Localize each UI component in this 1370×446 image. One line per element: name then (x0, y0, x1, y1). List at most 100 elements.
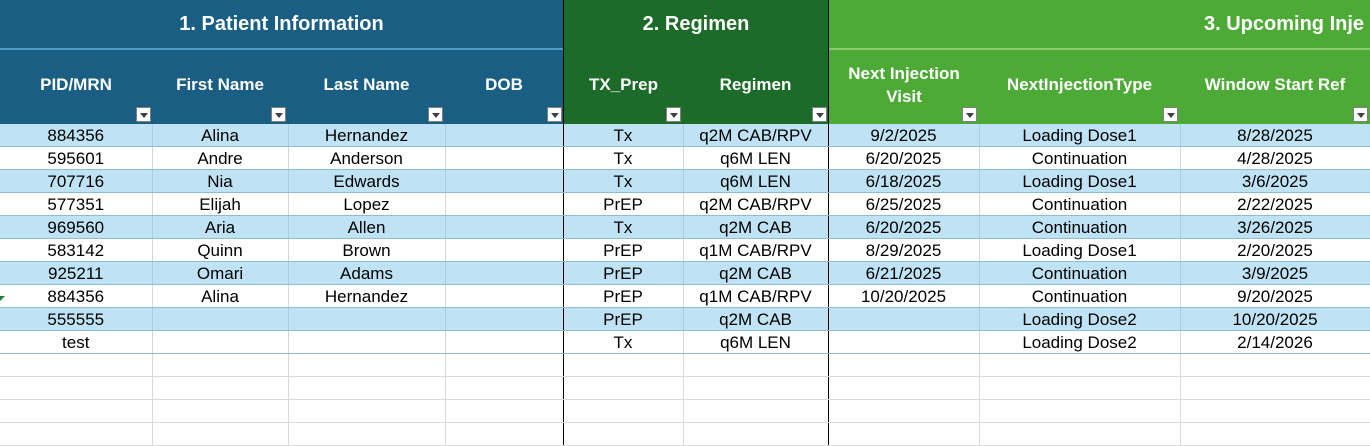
filter-dropdown-regimen[interactable] (812, 107, 827, 122)
cell-next-injection-visit[interactable] (828, 330, 980, 354)
cell-dob[interactable] (445, 238, 564, 262)
cell-next-injection-type[interactable] (979, 376, 1181, 400)
cell-window-start-ref[interactable]: 3/26/2025 (1180, 215, 1370, 239)
cell-next-injection-visit[interactable]: 10/20/2025 (828, 284, 980, 308)
column-header-last-name[interactable]: Last Name (323, 75, 410, 94)
cell-next-injection-type[interactable]: Loading Dose1 (979, 169, 1181, 193)
cell-next-injection-type[interactable]: Continuation (979, 146, 1181, 170)
cell-first-name[interactable] (152, 422, 289, 446)
column-header-first-name[interactable]: First Name (176, 75, 264, 94)
cell-pid-mrn[interactable] (0, 422, 153, 446)
cell-next-injection-type[interactable]: Continuation (979, 192, 1181, 216)
cell-regimen[interactable] (683, 422, 829, 446)
cell-dob[interactable] (445, 124, 564, 147)
cell-regimen[interactable]: q6M LEN (683, 169, 829, 193)
filter-dropdown-first-name[interactable] (271, 107, 286, 122)
cell-first-name[interactable]: Elijah (152, 192, 289, 216)
column-header-next-injection-visit[interactable]: Next Injection Visit (848, 63, 960, 106)
cell-tx-prep[interactable] (563, 353, 684, 377)
cell-next-injection-type[interactable] (979, 399, 1181, 423)
cell-next-injection-type[interactable]: Continuation (979, 215, 1181, 239)
cell-window-start-ref[interactable]: 2/14/2026 (1180, 330, 1370, 354)
cell-regimen[interactable]: q1M CAB/RPV (683, 284, 829, 308)
column-header-tx-prep[interactable]: TX_Prep (589, 75, 658, 94)
filter-dropdown-window-start-ref[interactable] (1353, 107, 1368, 122)
cell-window-start-ref[interactable]: 2/20/2025 (1180, 238, 1370, 262)
cell-pid-mrn[interactable]: 583142 (0, 238, 153, 262)
cell-regimen[interactable] (683, 399, 829, 423)
cell-next-injection-visit[interactable] (828, 422, 980, 446)
cell-last-name[interactable]: Lopez (288, 192, 446, 216)
cell-first-name[interactable] (152, 330, 289, 354)
table-row[interactable] (0, 399, 1370, 423)
cell-pid-mrn[interactable]: 969560 (0, 215, 153, 239)
cell-tx-prep[interactable]: Tx (563, 169, 684, 193)
table-row[interactable]: 925211 Omari Adams PrEP q2M CAB 6/21/2025 Cont… (0, 261, 1370, 285)
column-header-next-injection-type[interactable]: NextInjectionType (1006, 75, 1153, 94)
cell-next-injection-visit[interactable] (828, 376, 980, 400)
cell-next-injection-visit[interactable]: 8/29/2025 (828, 238, 980, 262)
cell-tx-prep[interactable]: Tx (563, 330, 684, 354)
cell-window-start-ref[interactable]: 9/20/2025 (1180, 284, 1370, 308)
filter-dropdown-next-injection-visit[interactable] (962, 107, 977, 122)
cell-tx-prep[interactable]: PrEP (563, 238, 684, 262)
cell-next-injection-type[interactable]: Loading Dose1 (979, 238, 1181, 262)
cell-next-injection-type[interactable]: Continuation (979, 261, 1181, 285)
cell-first-name[interactable]: Omari (152, 261, 289, 285)
cell-last-name[interactable]: Edwards (288, 169, 446, 193)
cell-pid-mrn[interactable]: 925211 (0, 261, 153, 285)
cell-tx-prep[interactable]: PrEP (563, 261, 684, 285)
cell-next-injection-type[interactable] (979, 422, 1181, 446)
cell-dob[interactable] (445, 353, 564, 377)
cell-next-injection-visit[interactable] (828, 307, 980, 331)
table-row[interactable]: 595601 Andre Anderson Tx q6M LEN 6/20/2025 Con… (0, 146, 1370, 170)
cell-dob[interactable] (445, 169, 564, 193)
cell-pid-mrn[interactable]: test (0, 330, 153, 354)
cell-pid-mrn[interactable] (0, 353, 153, 377)
cell-window-start-ref[interactable]: 3/9/2025 (1180, 261, 1370, 285)
cell-next-injection-visit[interactable] (828, 399, 980, 423)
table-row[interactable]: 969560 Aria Allen Tx q2M CAB 6/20/2025 Continu… (0, 215, 1370, 239)
cell-window-start-ref[interactable] (1180, 422, 1370, 446)
table-row[interactable]: test Tx q6M LEN Loading Dose2 2/14/2026 (0, 330, 1370, 354)
filter-dropdown-pid-mrn[interactable] (136, 107, 151, 122)
cell-pid-mrn[interactable] (0, 399, 153, 423)
cell-last-name[interactable]: Hernandez (288, 284, 446, 308)
cell-first-name[interactable]: Aria (152, 215, 289, 239)
cell-tx-prep[interactable] (563, 422, 684, 446)
cell-dob[interactable] (445, 192, 564, 216)
cell-dob[interactable] (445, 399, 564, 423)
cell-regimen[interactable]: q2M CAB (683, 307, 829, 331)
cell-window-start-ref[interactable]: 10/20/2025 (1180, 307, 1370, 331)
cell-last-name[interactable] (288, 330, 446, 354)
cell-tx-prep[interactable] (563, 376, 684, 400)
cell-last-name[interactable]: Adams (288, 261, 446, 285)
table-row[interactable]: 707716 Nia Edwards Tx q6M LEN 6/18/2025 Loadin… (0, 169, 1370, 193)
cell-dob[interactable] (445, 146, 564, 170)
cell-last-name[interactable] (288, 422, 446, 446)
cell-pid-mrn[interactable]: 884356 (0, 124, 153, 147)
cell-dob[interactable] (445, 261, 564, 285)
cell-pid-mrn[interactable] (0, 376, 153, 400)
cell-tx-prep[interactable] (563, 399, 684, 423)
cell-next-injection-visit[interactable]: 6/18/2025 (828, 169, 980, 193)
cell-pid-mrn[interactable]: 577351 (0, 192, 153, 216)
cell-next-injection-visit[interactable]: 6/21/2025 (828, 261, 980, 285)
filter-dropdown-dob[interactable] (547, 107, 562, 122)
cell-window-start-ref[interactable] (1180, 353, 1370, 377)
cell-next-injection-type[interactable]: Loading Dose2 (979, 330, 1181, 354)
cell-pid-mrn[interactable]: 555555 (0, 307, 153, 331)
cell-regimen[interactable]: q2M CAB (683, 261, 829, 285)
filter-dropdown-tx-prep[interactable] (666, 107, 681, 122)
cell-first-name[interactable]: Nia (152, 169, 289, 193)
column-header-window-start-ref[interactable]: Window Start Ref (1204, 75, 1346, 94)
cell-next-injection-visit[interactable] (828, 353, 980, 377)
cell-tx-prep[interactable]: PrEP (563, 284, 684, 308)
cell-dob[interactable] (445, 330, 564, 354)
cell-last-name[interactable]: Brown (288, 238, 446, 262)
column-header-dob[interactable]: DOB (485, 75, 523, 94)
cell-next-injection-visit[interactable]: 6/20/2025 (828, 146, 980, 170)
table-row[interactable]: 577351 Elijah Lopez PrEP q2M CAB/RPV 6/25/202… (0, 192, 1370, 216)
table-row[interactable]: 884356 Alina Hernandez Tx q2M CAB/RPV 9/2/202… (0, 124, 1370, 147)
cell-first-name[interactable] (152, 307, 289, 331)
